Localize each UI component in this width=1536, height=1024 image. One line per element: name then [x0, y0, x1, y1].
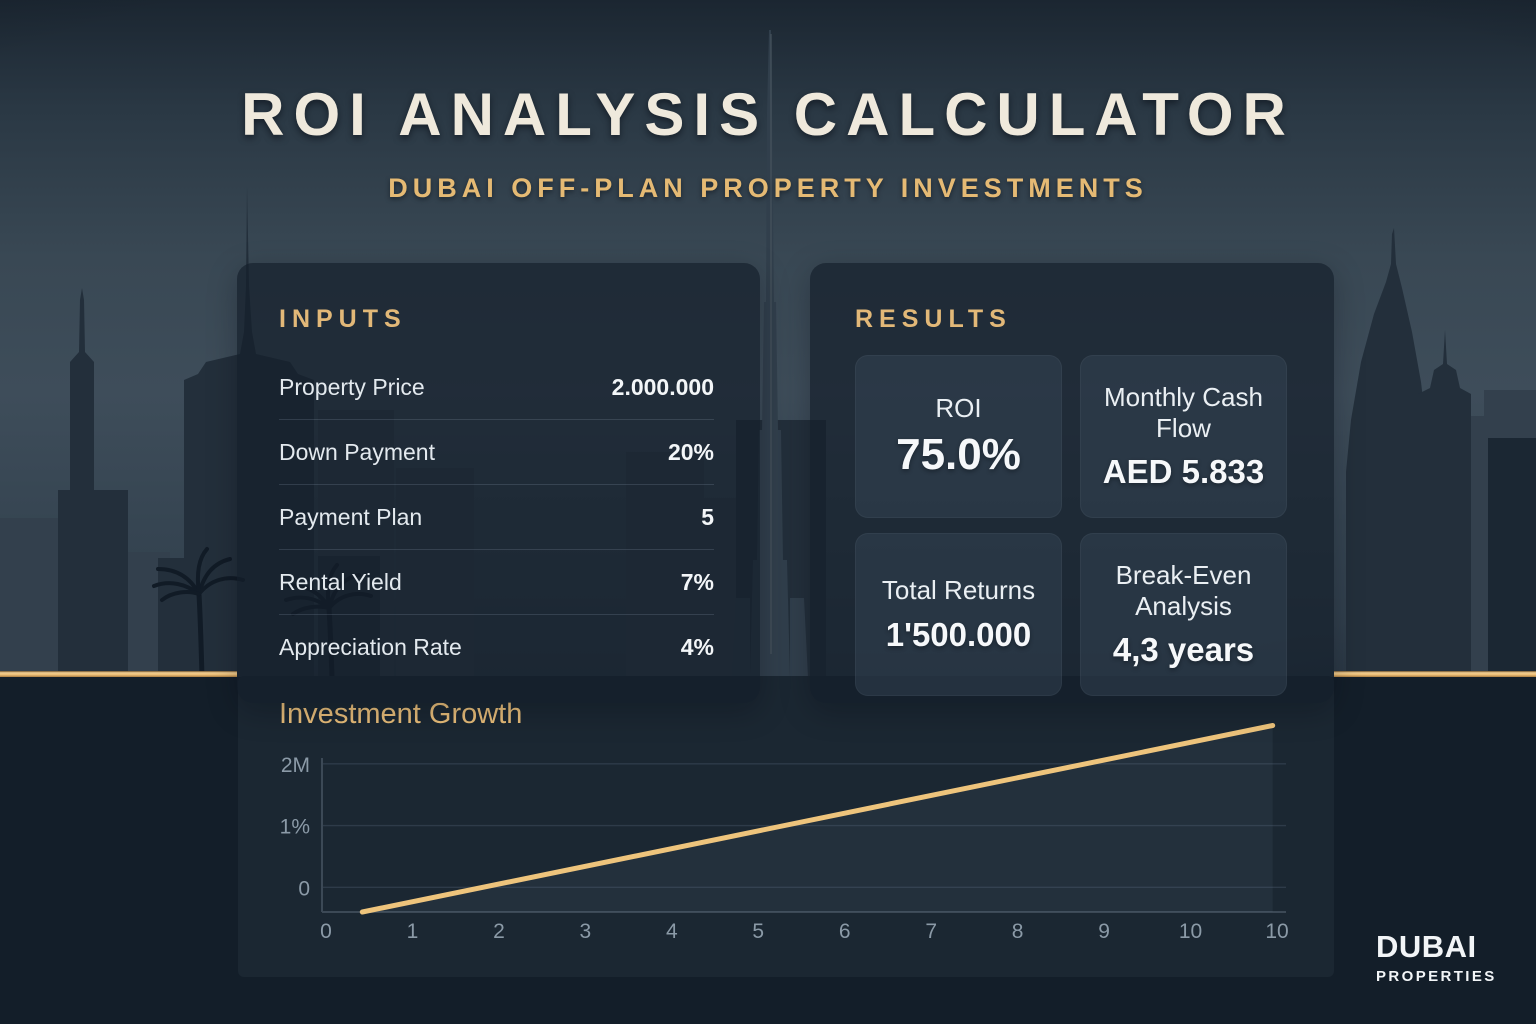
input-label: Payment Plan [279, 503, 423, 530]
inputs-heading: INPUTS [279, 305, 407, 333]
input-label: Appreciation Rate [279, 633, 462, 660]
results-grid: ROI 75.0% Monthly Cash Flow AED 5.833 To… [855, 355, 1287, 696]
svg-text:2: 2 [493, 920, 505, 943]
dubai-properties-logo: DUBAI PROPERTIES [1376, 929, 1497, 985]
result-card-value: 1'500.000 [885, 615, 1032, 653]
result-card-monthly-cash-flow: Monthly Cash Flow AED 5.833 [1080, 355, 1287, 518]
svg-text:6: 6 [839, 920, 851, 943]
svg-text:3: 3 [580, 920, 592, 943]
svg-text:5: 5 [752, 920, 764, 943]
gold-divider-right [1334, 671, 1536, 677]
result-card-break-even: Break-Even Analysis 4,3 years [1080, 533, 1287, 696]
input-value: 7% [680, 568, 714, 595]
inputs-panel: INPUTS Property Price 2.000.000 Down Pay… [237, 263, 760, 703]
result-card-label: ROI [935, 393, 982, 424]
input-label: Rental Yield [279, 568, 402, 595]
investment-growth-chart-panel: Investment Growth 2M 1% 0 0 1 2 3 4 5 6 7 8 9 10 10 [238, 676, 1334, 977]
result-card-roi: ROI 75.0% [855, 355, 1062, 518]
input-label: Down Payment [279, 438, 435, 465]
input-row-appreciation-rate: Appreciation Rate 4% [279, 615, 714, 679]
input-value: 5 [701, 503, 714, 530]
gold-divider-left [0, 671, 237, 677]
results-panel: RESULTS ROI 75.0% Monthly Cash Flow AED … [810, 263, 1334, 703]
svg-text:1: 1 [407, 920, 419, 943]
svg-text:2M: 2M [281, 754, 310, 777]
svg-text:4: 4 [666, 920, 678, 943]
svg-text:10: 10 [1265, 920, 1288, 943]
svg-text:9: 9 [1098, 920, 1110, 943]
inputs-rows: Property Price 2.000.000 Down Payment 20… [279, 355, 714, 679]
svg-text:10: 10 [1179, 920, 1202, 943]
result-card-value: 75.0% [896, 429, 1021, 479]
input-row-rental-yield: Rental Yield 7% [279, 550, 714, 615]
svg-text:0: 0 [298, 877, 310, 900]
chart-title: Investment Growth [279, 698, 523, 730]
svg-text:8: 8 [1012, 920, 1024, 943]
input-row-down-payment: Down Payment 20% [279, 420, 714, 485]
page-subtitle: DUBAI OFF-PLAN PROPERTY INVESTMENTS [388, 173, 1148, 203]
input-value: 4% [680, 633, 714, 660]
svg-text:1%: 1% [280, 816, 310, 839]
result-card-label: Break-Even Analysis [1115, 559, 1252, 621]
result-card-value: 4,3 years [1112, 631, 1255, 669]
input-value: 2.000.000 [611, 373, 714, 400]
input-label: Property Price [279, 373, 425, 400]
result-card-label: Total Returns [881, 575, 1036, 606]
svg-text:7: 7 [925, 920, 937, 943]
input-row-property-price: Property Price 2.000.000 [279, 355, 714, 420]
input-value: 20% [667, 438, 714, 465]
input-row-payment-plan: Payment Plan 5 [279, 485, 714, 550]
result-card-total-returns: Total Returns 1'500.000 [855, 533, 1062, 696]
result-card-label: Monthly Cash Flow [1104, 381, 1263, 443]
logo-main-text: DUBAI [1376, 929, 1477, 964]
result-card-value: AED 5.833 [1102, 453, 1265, 491]
logo-sub-text: PROPERTIES [1376, 968, 1497, 985]
header: ROI ANALYSIS CALCULATOR DUBAI OFF-PLAN P… [0, 80, 1536, 204]
svg-text:0: 0 [320, 920, 332, 943]
results-heading: RESULTS [855, 305, 1012, 333]
page-title: ROI ANALYSIS CALCULATOR [241, 81, 1295, 148]
growth-line-chart: 2M 1% 00 1 2 3 4 5 6 7 8 9 10 10 [280, 723, 1289, 943]
